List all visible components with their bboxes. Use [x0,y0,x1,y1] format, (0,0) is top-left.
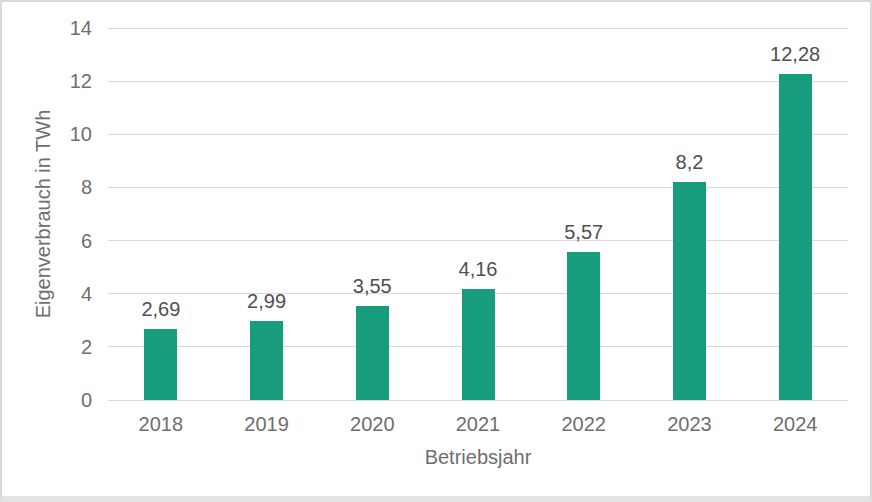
bar-value-label: 3,55 [317,274,427,298]
bar [462,289,495,400]
y-tick-label: 10 [2,122,92,146]
gridline [108,28,848,29]
y-tick-label: 12 [2,69,92,93]
bar [779,74,812,400]
x-axis-title: Betriebsjahr [425,446,532,469]
x-tick-label: 2021 [425,412,531,436]
x-tick-label: 2019 [214,412,320,436]
bar [567,252,600,400]
x-tick-label: 2022 [531,412,637,436]
gridline [108,240,848,241]
y-tick-label: 0 [2,388,92,412]
plot-area: 0 2 4 6 8 10 12 14 2,69 2018 2,99 2019 3,55 2020 4,16 2… [2,2,870,496]
bar-value-label: 4,16 [423,257,533,281]
bar-value-label: 5,57 [529,220,639,244]
y-tick-label: 2 [2,335,92,359]
y-tick-label: 8 [2,175,92,199]
y-tick-label: 14 [2,16,92,40]
x-tick-label: 2018 [108,412,214,436]
x-tick-label: 2024 [742,412,848,436]
bar-value-label: 2,99 [212,289,322,313]
x-tick-label: 2020 [319,412,425,436]
bar [673,182,706,400]
bar-value-label: 12,28 [740,42,850,66]
bar [144,329,177,400]
y-tick-label: 6 [2,229,92,253]
bar [356,306,389,400]
gridline [108,187,848,188]
bar-value-label: 8,2 [634,150,744,174]
x-tick-label: 2023 [636,412,742,436]
bar-chart: Eigenverbrauch in TWh 024681012142,69201… [0,0,872,502]
gridline [108,81,848,82]
y-tick-label: 4 [2,282,92,306]
bar-value-label: 2,69 [106,297,216,321]
bar [250,321,283,400]
gridline [108,134,848,135]
